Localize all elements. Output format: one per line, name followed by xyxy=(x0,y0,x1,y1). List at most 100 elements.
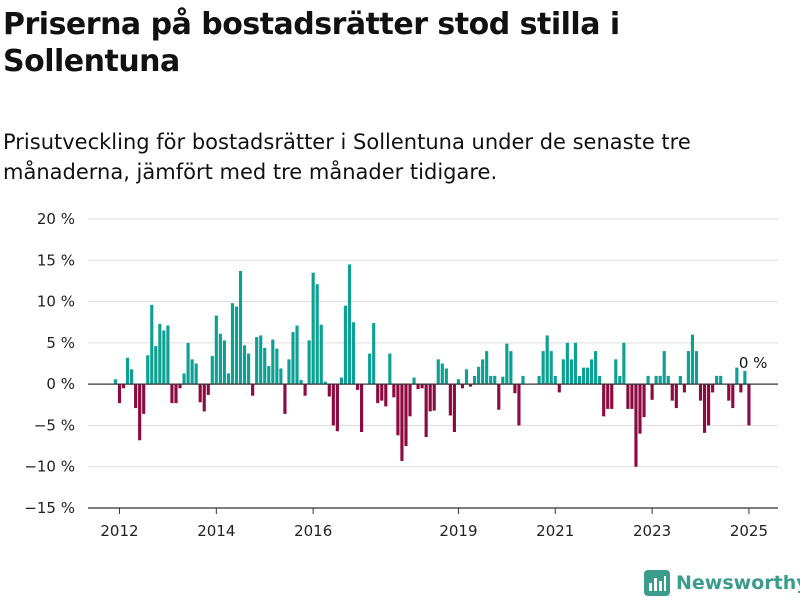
bar xyxy=(263,347,267,385)
bar xyxy=(315,284,319,385)
brand-name: Newsworthy xyxy=(676,572,800,594)
bar xyxy=(311,272,315,385)
bar xyxy=(707,384,711,426)
bar xyxy=(686,351,690,385)
bar xyxy=(456,379,460,385)
bar xyxy=(448,384,452,416)
bar xyxy=(630,384,634,409)
bar xyxy=(327,384,331,397)
bar xyxy=(150,304,154,385)
bar xyxy=(521,375,525,385)
bar xyxy=(581,367,586,385)
bar xyxy=(702,384,707,433)
bar xyxy=(440,363,444,385)
bar xyxy=(573,342,578,385)
bar xyxy=(493,375,497,385)
bar xyxy=(513,384,517,394)
bar xyxy=(610,384,614,409)
bar xyxy=(303,384,307,396)
y-tick-label: −15 % xyxy=(24,499,75,517)
bar xyxy=(565,342,569,385)
bar xyxy=(146,355,150,385)
bar xyxy=(355,384,360,390)
bar xyxy=(598,375,602,385)
bar xyxy=(238,271,243,385)
bar xyxy=(650,384,654,400)
bar xyxy=(267,365,271,385)
bar xyxy=(170,384,174,404)
bar xyxy=(545,335,549,385)
bar xyxy=(408,384,412,417)
bar xyxy=(210,356,214,385)
bar-chart-logo-icon xyxy=(644,570,670,596)
bar xyxy=(420,384,424,389)
bar xyxy=(255,337,259,385)
bar xyxy=(698,384,703,401)
x-tick-label: 2014 xyxy=(197,522,235,540)
y-tick-label: −5 % xyxy=(34,416,75,434)
x-tick-label: 2025 xyxy=(730,522,768,540)
x-tick-label: 2023 xyxy=(633,522,671,540)
bar xyxy=(351,322,356,385)
y-tick-label: 5 % xyxy=(46,334,75,352)
bar xyxy=(590,359,594,385)
bar xyxy=(130,369,134,385)
bar xyxy=(594,351,598,385)
latest-value-annotation: 0 % xyxy=(739,354,768,372)
x-tick-label: 2016 xyxy=(294,522,332,540)
bar xyxy=(259,335,263,385)
bar xyxy=(735,367,739,385)
bar xyxy=(218,333,222,385)
newsworthy-brand: Newsworthy xyxy=(644,568,800,598)
bar xyxy=(505,343,509,385)
bar xyxy=(388,353,392,385)
bar xyxy=(452,384,456,433)
x-axis: 2012 2014 2016 2019 2021 2023 2025 xyxy=(88,507,778,540)
bar xyxy=(323,381,327,385)
bar xyxy=(182,373,186,385)
bar xyxy=(206,384,210,395)
bar xyxy=(690,334,695,385)
bar xyxy=(432,384,436,411)
bar xyxy=(343,305,348,385)
bar xyxy=(299,380,303,385)
bar xyxy=(125,357,130,385)
x-tick-label: 2019 xyxy=(439,522,477,540)
bar xyxy=(618,375,622,385)
bar xyxy=(626,384,630,409)
bar xyxy=(468,384,473,387)
bar xyxy=(569,359,573,385)
bar xyxy=(380,384,384,401)
bar xyxy=(275,348,279,385)
bar xyxy=(622,342,626,385)
bar xyxy=(247,353,251,385)
bar xyxy=(372,323,376,385)
bar xyxy=(121,384,126,389)
bar xyxy=(727,384,731,401)
bar xyxy=(142,384,146,414)
bar xyxy=(396,384,400,436)
bar xyxy=(166,325,170,385)
bar xyxy=(271,339,275,385)
bar xyxy=(283,384,287,414)
y-tick-label: 20 % xyxy=(37,210,75,228)
bar xyxy=(614,359,618,385)
bar xyxy=(230,303,235,385)
bar xyxy=(307,340,311,385)
bar xyxy=(194,363,198,385)
bar xyxy=(537,375,541,385)
bar xyxy=(674,384,678,409)
bar xyxy=(739,384,743,393)
bar xyxy=(416,384,420,390)
bar xyxy=(666,375,670,385)
bar xyxy=(287,359,291,385)
bar xyxy=(424,384,428,437)
bar xyxy=(335,384,339,432)
bar xyxy=(715,375,719,385)
bar xyxy=(412,377,416,385)
bar xyxy=(222,340,226,385)
bar xyxy=(243,345,247,385)
bar xyxy=(226,373,231,385)
bar xyxy=(711,384,715,393)
bar xyxy=(347,264,352,385)
